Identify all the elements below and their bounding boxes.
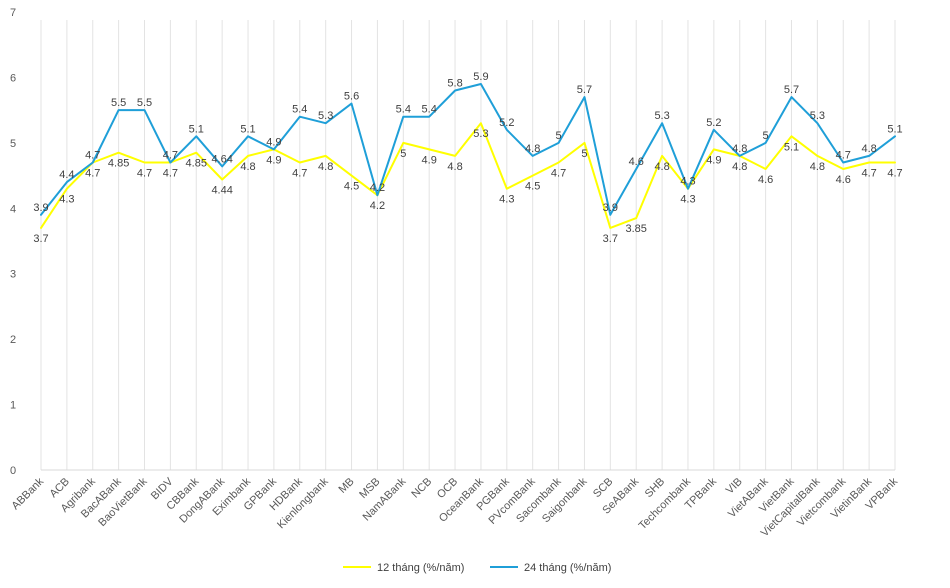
data-label-12-thang: 4.3 (59, 194, 74, 206)
data-label-24-thang: 5.3 (654, 110, 669, 122)
data-label-12-thang: 4.5 (344, 181, 359, 193)
data-label-24-thang: 5.4 (422, 104, 437, 116)
data-label-12-thang: 4.9 (422, 154, 437, 166)
data-label-24-thang: 4.8 (732, 143, 747, 155)
data-label-12-thang: 4.44 (211, 184, 232, 196)
x-tick-label: VIB (724, 476, 745, 497)
data-label-24-thang: 4.7 (163, 149, 178, 161)
data-label-24-thang: 5.2 (499, 117, 514, 129)
data-label-12-thang: 4.8 (318, 161, 333, 173)
series-lines (40, 83, 896, 229)
grid (40, 20, 896, 471)
data-label-12-thang: 4.7 (861, 167, 876, 179)
data-label-12-thang: 3.7 (603, 233, 618, 245)
x-tick-label: NCB (409, 476, 434, 501)
data-label-24-thang: 5.4 (396, 104, 411, 116)
data-label-24-thang: 5.1 (240, 123, 255, 135)
series-line-12-thang (40, 122, 896, 229)
data-label-24-thang: 4.9 (266, 136, 281, 148)
data-label-24-thang: 5.1 (887, 123, 902, 135)
data-label-24-thang: 5.5 (137, 97, 152, 109)
data-label-12-thang: 4.8 (810, 161, 825, 173)
data-label-12-thang: 4.9 (706, 154, 721, 166)
y-axis: 0 1 2 3 4 5 6 7 (10, 7, 16, 477)
data-label-12-thang: 4.8 (654, 161, 669, 173)
data-label-24-thang: 5.8 (447, 78, 462, 90)
x-tick-label: ABBank (10, 475, 47, 512)
data-label-12-thang: 4.85 (186, 158, 207, 170)
data-label-24-thang: 3.9 (603, 202, 618, 214)
data-label-12-thang: 4.8 (732, 161, 747, 173)
x-tick-label: MB (337, 476, 357, 496)
data-label-24-thang: 3.9 (33, 202, 48, 214)
y-tick-label: 1 (10, 400, 16, 412)
data-label-24-thang: 5.1 (189, 123, 204, 135)
data-label-12-thang: 5 (400, 148, 406, 160)
data-label-12-thang: 4.9 (266, 154, 281, 166)
data-label-12-thang: 4.7 (163, 167, 178, 179)
data-label-12-thang: 4.6 (758, 174, 773, 186)
y-tick-label: 7 (10, 7, 16, 19)
data-label-24-thang: 5.3 (318, 110, 333, 122)
data-label-24-thang: 4.4 (59, 169, 74, 181)
data-labels: 3.9 4.4 4.7 5.5 5.5 4.7 5.1 4.64 5.1 4.9 5.4 5.3 5.6… (33, 71, 902, 245)
data-label-24-thang: 4.7 (836, 149, 851, 161)
data-label-24-thang: 4.8 (525, 143, 540, 155)
y-tick-label: 4 (10, 203, 16, 215)
data-label-12-thang: 4.7 (887, 167, 902, 179)
data-label-24-thang: 5.6 (344, 91, 359, 103)
data-label-12-thang: 4.6 (836, 174, 851, 186)
series-line-24-thang (40, 83, 896, 216)
legend-label-12-thang: 12 tháng (%/năm) (377, 562, 464, 574)
data-label-24-thang: 4.64 (211, 153, 232, 165)
data-label-24-thang: 5.7 (784, 84, 799, 96)
data-label-12-thang: 4.7 (292, 167, 307, 179)
y-tick-label: 5 (10, 138, 16, 150)
y-tick-label: 6 (10, 72, 16, 84)
data-label-12-thang: 4.85 (108, 158, 129, 170)
data-label-24-thang: 5.5 (111, 97, 126, 109)
data-label-24-thang: 4.3 (680, 176, 695, 188)
data-label-24-thang: 5 (556, 130, 562, 142)
data-label-12-thang: 4.3 (680, 194, 695, 206)
data-label-12-thang: 4.8 (447, 161, 462, 173)
y-tick-label: 2 (10, 334, 16, 346)
data-label-12-thang: 4.7 (137, 167, 152, 179)
data-label-12-thang: 3.85 (626, 223, 647, 235)
data-label-24-thang: 4.8 (861, 143, 876, 155)
data-label-12-thang: 3.7 (33, 233, 48, 245)
data-label-12-thang: 5.1 (784, 141, 799, 153)
data-label-12-thang: 4.3 (499, 194, 514, 206)
data-label-24-thang: 4.2 (370, 182, 385, 194)
data-label-12-thang: 5.3 (473, 128, 488, 140)
data-label-24-thang: 5.2 (706, 117, 721, 129)
data-label-24-thang: 4.7 (85, 149, 100, 161)
data-label-24-thang: 5 (763, 130, 769, 142)
data-label-12-thang: 4.2 (370, 200, 385, 212)
data-label-12-thang: 4.7 (85, 167, 100, 179)
data-label-24-thang: 4.6 (629, 156, 644, 168)
data-label-12-thang: 4.7 (551, 167, 566, 179)
y-tick-label: 3 (10, 269, 16, 281)
data-label-12-thang: 4.5 (525, 181, 540, 193)
data-label-12-thang: 4.8 (240, 161, 255, 173)
data-label-24-thang: 5.4 (292, 104, 307, 116)
y-tick-label: 0 (10, 465, 16, 477)
legend: 12 tháng (%/năm) 24 tháng (%/năm) (343, 562, 611, 574)
data-label-24-thang: 5.7 (577, 84, 592, 96)
data-label-12-thang: 5 (581, 148, 587, 160)
data-label-24-thang: 5.9 (473, 71, 488, 83)
data-label-24-thang: 5.3 (810, 110, 825, 122)
legend-label-24-thang: 24 tháng (%/năm) (524, 562, 611, 574)
